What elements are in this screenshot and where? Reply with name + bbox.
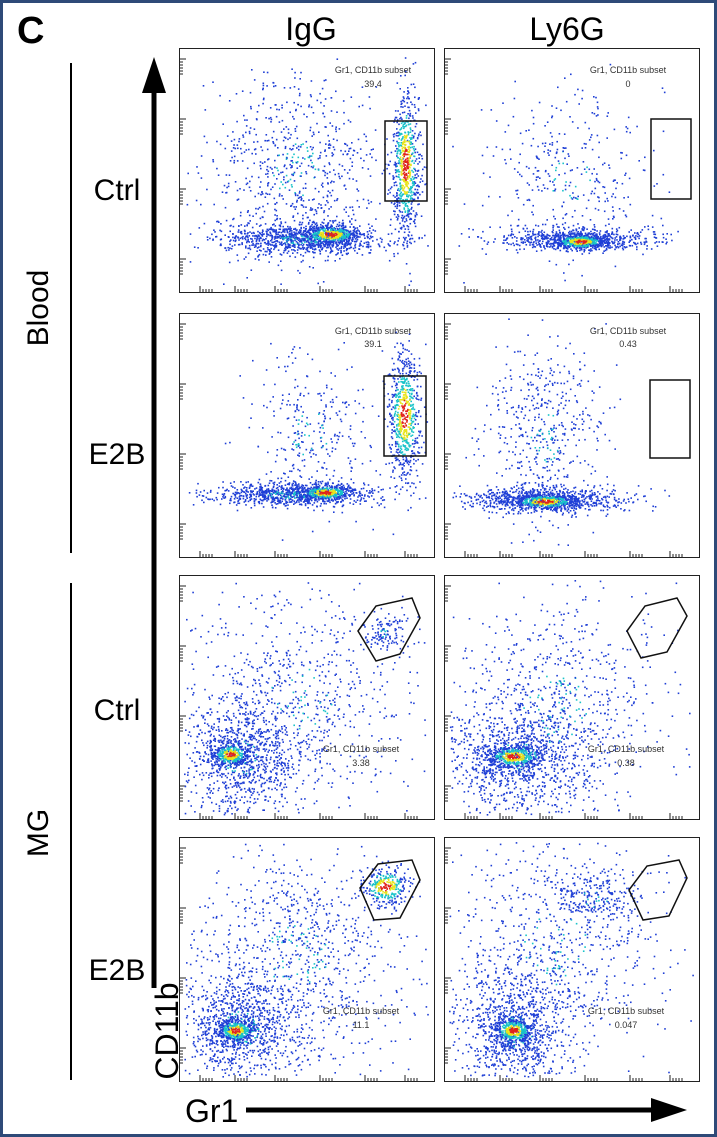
- density-plot: [445, 318, 691, 557]
- gate-name-label: Gr1, CD11b subset: [322, 744, 400, 754]
- density-plot: [445, 842, 694, 1081]
- gate-name-label: Gr1, CD11b subset: [334, 326, 412, 336]
- plot-mg-e2b-ly6g: Gr1, CD11b subset 0.047: [444, 837, 700, 1082]
- event-dots: [188, 331, 429, 541]
- axis-ticks: [445, 585, 683, 819]
- figure-overlay: [70, 57, 687, 1122]
- gate-value: 0.047: [614, 1020, 638, 1030]
- plot-mg-e2b-igg: Gr1, CD11b subset 11.1: [179, 837, 435, 1082]
- gr1-cd11b-gate: [649, 379, 691, 459]
- event-dots: [184, 582, 427, 816]
- gr1-cd11b-gate: [359, 859, 421, 921]
- plot-blood-ctrl-ly6g: Gr1, CD11b subset 0: [444, 48, 700, 293]
- axis-ticks: [180, 323, 418, 557]
- gr1-cd11b-gate: [383, 375, 427, 457]
- gr1-cd11b-gate: [357, 597, 421, 662]
- event-dots: [452, 318, 671, 546]
- axis-ticks: [445, 323, 683, 557]
- gr1-cd11b-gate: [384, 120, 428, 202]
- gate-name-label: Gr1, CD11b subset: [334, 65, 412, 75]
- plot-blood-e2b-ly6g: Gr1, CD11b subset 0.43: [444, 313, 700, 558]
- gate-name-label: Gr1, CD11b subset: [322, 1006, 400, 1016]
- row-label-blood-ctrl: Ctrl: [93, 174, 141, 207]
- gate-name-label: Gr1, CD11b subset: [589, 326, 667, 336]
- axis-ticks: [445, 847, 683, 1081]
- gate-value: 39.4: [364, 79, 382, 89]
- density-plot: [445, 58, 692, 292]
- gate-name-label: Gr1, CD11b subset: [589, 65, 667, 75]
- axis-ticks: [445, 58, 683, 292]
- density-plot: [180, 582, 427, 819]
- gate-value: 0.43: [619, 339, 637, 349]
- x-axis-label: Gr1: [185, 1093, 239, 1129]
- density-plot: [180, 323, 429, 557]
- gate-value: 39.1: [364, 339, 382, 349]
- event-dots: [449, 842, 694, 1078]
- gr1-cd11b-gate: [650, 118, 692, 200]
- density-plot: [180, 57, 429, 292]
- column-header-igg: IgG: [285, 11, 337, 47]
- gate-value: 0.38: [617, 758, 635, 768]
- gr1-cd11b-gate: [626, 597, 688, 659]
- column-header-ly6g: Ly6G: [529, 11, 605, 47]
- row-label-mg-ctrl: Ctrl: [93, 694, 141, 727]
- plot-mg-ctrl-igg: Gr1, CD11b subset 3.38: [179, 575, 435, 820]
- row-label-blood-e2b: E2B: [88, 438, 146, 471]
- event-dots: [449, 580, 691, 816]
- density-plot: [180, 843, 429, 1081]
- event-dots: [452, 63, 679, 284]
- axis-ticks: [180, 58, 418, 292]
- plot-blood-e2b-igg: Gr1, CD11b subset 39.1: [179, 313, 435, 558]
- gate-name-label: Gr1, CD11b subset: [587, 1006, 665, 1016]
- gate-value: 0: [625, 79, 631, 89]
- gate-value: 3.38: [352, 758, 370, 768]
- gate-name-label: Gr1, CD11b subset: [587, 744, 665, 754]
- event-dots: [184, 843, 429, 1078]
- panel-letter: C: [17, 10, 45, 52]
- row-label-mg-e2b: E2B: [88, 954, 146, 987]
- plot-mg-ctrl-ly6g: Gr1, CD11b subset 0.38: [444, 575, 700, 820]
- event-dots: [186, 57, 429, 286]
- plot-blood-ctrl-igg: Gr1, CD11b subset 39.4: [179, 48, 435, 293]
- axis-ticks: [180, 847, 418, 1081]
- x-axis-arrowhead: [651, 1098, 687, 1122]
- y-axis-arrowhead: [142, 57, 166, 93]
- axis-ticks: [180, 585, 418, 819]
- gr1-cd11b-gate: [628, 859, 688, 921]
- gate-value: 11.1: [352, 1020, 370, 1030]
- density-plot: [445, 580, 691, 819]
